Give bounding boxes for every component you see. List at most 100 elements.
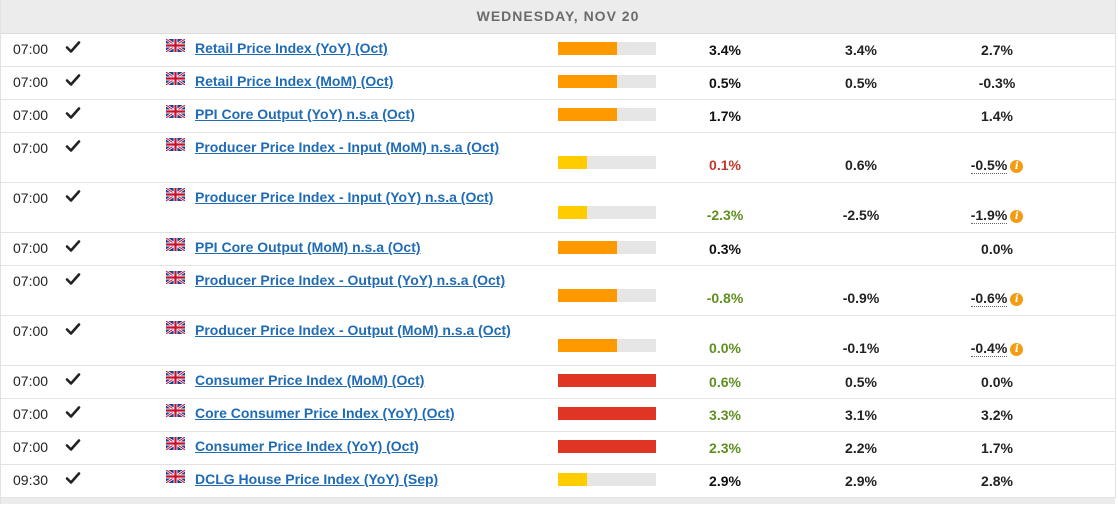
previous-value: -0.3% xyxy=(978,75,1016,91)
check-icon xyxy=(65,437,81,453)
previous-value: 1.7% xyxy=(981,440,1013,456)
event-time: 07:00 xyxy=(13,373,49,389)
impact-bar-fill xyxy=(558,206,588,219)
event-name-link[interactable]: Core Consumer Price Index (YoY) (Oct) xyxy=(195,405,455,421)
previous-value-cell: 2.8% xyxy=(957,473,1037,489)
actual-value: 1.7% xyxy=(709,108,741,124)
event-name-link[interactable]: Producer Price Index - Output (MoM) n.s.… xyxy=(195,322,511,338)
impact-bar-fill xyxy=(558,75,617,88)
event-name-link[interactable]: DCLG House Price Index (YoY) (Sep) xyxy=(195,471,439,487)
uk-flag-icon xyxy=(165,468,186,485)
impact-bar xyxy=(558,407,656,420)
check-icon xyxy=(65,39,81,55)
event-row: 07:00 Consumer Price Index (MoM) (Oct) 0.6… xyxy=(1,366,1115,399)
forecast-value: 0.5% xyxy=(845,75,877,91)
uk-flag-icon xyxy=(165,37,186,54)
event-name-link[interactable]: PPI Core Output (YoY) n.s.a (Oct) xyxy=(195,106,415,122)
impact-bar-fill xyxy=(558,407,656,420)
impact-bar xyxy=(558,206,656,219)
uk-flag-icon xyxy=(165,369,186,386)
previous-value: 3.2% xyxy=(981,407,1013,423)
event-name-link[interactable]: Producer Price Index - Input (MoM) n.s.a… xyxy=(195,139,500,155)
actual-value: 2.9% xyxy=(709,473,741,489)
uk-flag-icon xyxy=(165,236,186,253)
previous-value: 0.0% xyxy=(981,374,1013,390)
impact-bar xyxy=(558,75,656,88)
info-icon[interactable]: i xyxy=(1010,160,1024,173)
event-row: 09:30 DCLG House Price Index (YoY) (Sep) 2… xyxy=(1,465,1115,498)
event-name-link[interactable]: PPI Core Output (MoM) n.s.a (Oct) xyxy=(195,239,421,255)
forecast-value: 0.5% xyxy=(845,374,877,390)
check-icon xyxy=(65,138,81,154)
event-name-link[interactable]: Retail Price Index (MoM) (Oct) xyxy=(195,73,394,89)
event-name-link[interactable]: Consumer Price Index (MoM) (Oct) xyxy=(195,372,425,388)
event-time: 07:00 xyxy=(13,41,49,57)
impact-bar-fill xyxy=(558,339,617,352)
previous-value-cell[interactable]: -0.4% i xyxy=(957,340,1037,357)
event-time: 09:30 xyxy=(13,472,49,488)
event-row: 07:00 Producer Price Index - Input (YoY) … xyxy=(1,183,1115,233)
event-time: 07:00 xyxy=(13,323,49,339)
uk-flag-icon xyxy=(165,70,186,87)
forecast-value: -0.1% xyxy=(842,340,880,356)
event-name-link[interactable]: Producer Price Index - Output (YoY) n.s.… xyxy=(195,272,506,288)
actual-value: -2.3% xyxy=(706,207,744,223)
impact-bar xyxy=(558,374,656,387)
previous-value: -1.9% xyxy=(970,207,1008,224)
event-row: 07:00 Retail Price Index (YoY) (Oct) 3.4% 3… xyxy=(1,34,1115,67)
impact-bar xyxy=(558,156,656,169)
previous-value: 2.8% xyxy=(981,473,1013,489)
info-icon[interactable]: i xyxy=(1010,343,1024,356)
check-icon xyxy=(65,238,81,254)
previous-value: 0.0% xyxy=(981,241,1013,257)
event-row: 07:00 Retail Price Index (MoM) (Oct) 0.5% 0… xyxy=(1,67,1115,100)
actual-value: 0.5% xyxy=(709,75,741,91)
actual-value: 0.0% xyxy=(709,340,741,356)
check-icon xyxy=(65,470,81,486)
uk-flag-icon xyxy=(165,269,186,286)
impact-bar-fill xyxy=(558,440,656,453)
previous-value-cell: 0.0% xyxy=(957,374,1037,390)
check-icon xyxy=(65,404,81,420)
impact-bar xyxy=(558,42,656,55)
forecast-value: -2.5% xyxy=(842,207,880,223)
uk-flag-icon xyxy=(165,136,186,153)
check-icon xyxy=(65,72,81,88)
event-row: 07:00 Consumer Price Index (YoY) (Oct) 2.3… xyxy=(1,432,1115,465)
impact-bar-fill xyxy=(558,241,617,254)
previous-value-cell: 3.2% xyxy=(957,407,1037,423)
actual-value: 0.6% xyxy=(709,374,741,390)
check-icon xyxy=(65,371,81,387)
info-icon[interactable]: i xyxy=(1010,210,1024,223)
actual-value: 3.3% xyxy=(709,407,741,423)
impact-bar xyxy=(558,241,656,254)
impact-bar xyxy=(558,108,656,121)
event-name-link[interactable]: Consumer Price Index (YoY) (Oct) xyxy=(195,438,419,454)
previous-value-cell[interactable]: -0.6% i xyxy=(957,290,1037,307)
event-time: 07:00 xyxy=(13,107,49,123)
actual-value: 0.3% xyxy=(709,241,741,257)
previous-value: 1.4% xyxy=(981,108,1013,124)
previous-value-cell: 0.0% xyxy=(957,241,1037,257)
event-name-link[interactable]: Producer Price Index - Input (YoY) n.s.a… xyxy=(195,189,494,205)
info-icon[interactable]: i xyxy=(1010,293,1024,306)
footer-strip xyxy=(0,498,1115,504)
previous-value-cell[interactable]: -1.9% i xyxy=(957,207,1037,224)
impact-bar-fill xyxy=(558,108,617,121)
event-time: 07:00 xyxy=(13,439,49,455)
impact-bar xyxy=(558,440,656,453)
previous-value-cell: -0.3% xyxy=(957,75,1037,91)
event-time: 07:00 xyxy=(13,406,49,422)
event-time: 07:00 xyxy=(13,140,49,156)
uk-flag-icon xyxy=(165,103,186,120)
previous-value: 2.7% xyxy=(981,42,1013,58)
impact-bar xyxy=(558,289,656,302)
forecast-value: 2.2% xyxy=(845,440,877,456)
uk-flag-icon xyxy=(165,435,186,452)
uk-flag-icon xyxy=(165,402,186,419)
previous-value-cell[interactable]: -0.5% i xyxy=(957,157,1037,174)
impact-bar-fill xyxy=(558,42,617,55)
event-name-link[interactable]: Retail Price Index (YoY) (Oct) xyxy=(195,40,388,56)
event-row: 07:00 Producer Price Index - Output (YoY)… xyxy=(1,266,1115,316)
